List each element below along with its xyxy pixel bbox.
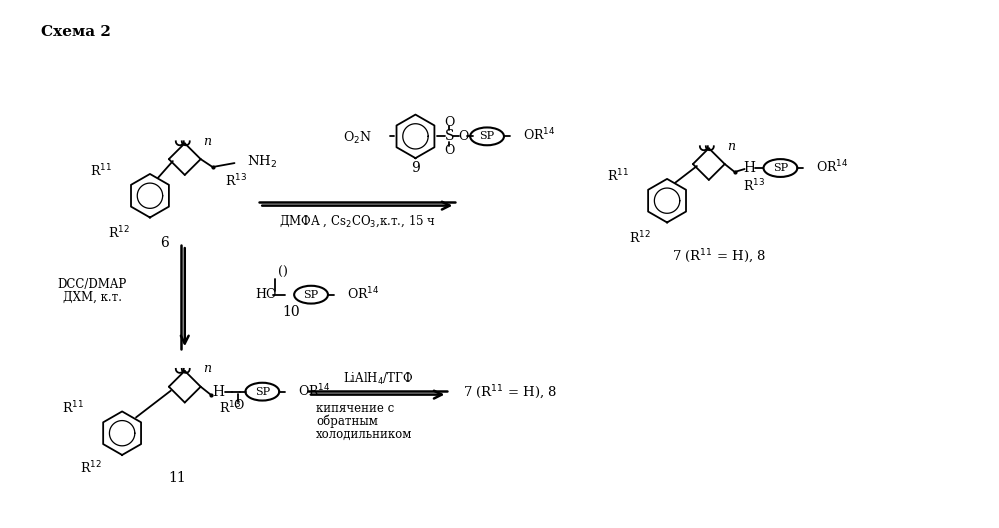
Text: 7 (R$^{11}$ = H), 8: 7 (R$^{11}$ = H), 8 [464,384,557,402]
Text: 7 (R$^{11}$ = H), 8: 7 (R$^{11}$ = H), 8 [671,248,766,266]
Text: ДХМ, к.т.: ДХМ, к.т. [63,291,122,304]
Text: n: n [726,140,734,153]
Text: NH$_2$: NH$_2$ [248,154,278,170]
Text: O: O [445,116,455,129]
Text: O$_2$N: O$_2$N [343,130,372,146]
Text: O: O [458,130,469,143]
Text: 10: 10 [283,306,300,319]
Text: OR$^{14}$: OR$^{14}$ [347,286,380,302]
Text: R$^{12}$: R$^{12}$ [80,459,102,476]
Text: OR$^{14}$: OR$^{14}$ [298,382,331,399]
Text: 11: 11 [168,471,186,485]
Text: R$^{11}$: R$^{11}$ [63,400,84,417]
Text: H: H [743,161,755,175]
Text: R$^{11}$: R$^{11}$ [607,167,629,184]
Text: LiAlH$_4$/ТГФ: LiAlH$_4$/ТГФ [343,371,413,387]
Text: Схема 2: Схема 2 [41,24,111,39]
Text: 6: 6 [161,236,169,250]
Text: R$^{12}$: R$^{12}$ [108,225,130,242]
Text: n: n [203,362,211,375]
Text: R$^{13}$: R$^{13}$ [742,177,764,194]
Text: R$^{12}$: R$^{12}$ [629,230,651,247]
Text: O: O [234,399,244,412]
Text: OR$^{14}$: OR$^{14}$ [816,159,848,175]
Text: холодильником: холодильником [316,428,413,441]
Text: SP: SP [255,386,270,397]
Text: DCC/DMAP: DCC/DMAP [58,278,127,291]
Text: 9: 9 [412,161,420,175]
Text: ДМФА , Cs$_2$CO$_3$,к.т., 15 ч: ДМФА , Cs$_2$CO$_3$,к.т., 15 ч [279,214,436,229]
Text: n: n [203,135,211,148]
Text: кипячение с: кипячение с [316,402,395,415]
Text: SP: SP [480,131,495,142]
Text: H: H [213,384,225,399]
Text: O: O [445,144,455,157]
Text: (): () [279,267,288,279]
Text: обратным: обратным [316,414,378,428]
Text: OR$^{14}$: OR$^{14}$ [522,127,555,144]
Text: SP: SP [304,290,319,300]
Text: HO: HO [256,288,277,301]
Text: R$^{13}$: R$^{13}$ [219,400,241,417]
Text: S: S [445,129,454,144]
Text: R$^{13}$: R$^{13}$ [225,173,247,189]
Text: SP: SP [773,163,788,173]
Text: R$^{11}$: R$^{11}$ [90,163,112,180]
